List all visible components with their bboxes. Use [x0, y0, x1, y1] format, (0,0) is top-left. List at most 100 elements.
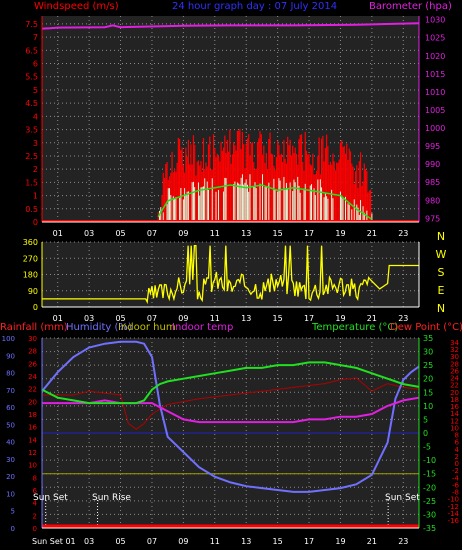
dew-tick-label: 0 [455, 460, 459, 468]
rainfall-label: Rainfall (mm) [0, 322, 68, 333]
wind-plot-area [42, 16, 419, 222]
windspeed-label: Windspeed (m/s) [34, 1, 119, 12]
dew-tick-label: 34 [450, 339, 459, 347]
y-right-tick-label: 980 [425, 196, 440, 205]
humidity-tick-label: 80 [6, 370, 15, 378]
temp-tick-label: 30 [423, 348, 433, 357]
temp-tick-label: 25 [423, 361, 433, 370]
y-tick-label: 270 [23, 254, 38, 263]
x-tick-label: 23 [398, 314, 408, 323]
indoor-hum-label: Indoor hum [118, 322, 176, 333]
indoor-temp-line [42, 396, 420, 424]
y-tick-label: 180 [23, 271, 38, 280]
temp-tick-label: 5 [423, 415, 428, 424]
rain-tick-label: 14 [28, 436, 37, 444]
rain-tick-label: 10 [28, 462, 37, 470]
temp-tick-label: -35 [423, 524, 436, 533]
sun-set-label: Sun Set [33, 493, 68, 503]
x-tick-label: 19 [335, 537, 345, 546]
y-tick-label: 5 [33, 86, 38, 95]
x-tick-label: 13 [241, 314, 251, 323]
temp-tick-label: -10 [423, 456, 436, 465]
y-right-tick-label: 990 [425, 160, 440, 169]
x-tick-label: 05 [115, 537, 125, 546]
rain-tick-label: 0 [33, 525, 37, 533]
x-tick-label: 21 [367, 314, 377, 323]
y-right-tick-label: 975 [425, 214, 440, 223]
dew-point-label: Dew Point (°C) [390, 322, 462, 333]
x-tick-label: 19 [335, 314, 345, 323]
temp-tick-label: -25 [423, 497, 436, 506]
temp-tick-label: -15 [423, 470, 436, 479]
x-tick-label: 09 [178, 537, 188, 546]
y-right-tick-label: 1025 [425, 34, 445, 43]
barometer-label: Barometer (hpa) [369, 1, 452, 12]
dew-tick-label: -16 [448, 517, 460, 525]
y-tick-label: 0 [33, 303, 38, 312]
humidity-tick-label: 60 [6, 404, 15, 412]
sun-set-end-label: Sun Set [385, 493, 420, 503]
temp-series [41, 340, 420, 528]
x-tick-label: 17 [304, 314, 314, 323]
dew-tick-label: -10 [448, 496, 459, 504]
x-tick-label: 19 [335, 229, 345, 238]
rain-tick-label: 26 [28, 360, 37, 368]
temp-tick-label: 20 [423, 375, 433, 384]
temp-hum-chart: Rainfall (mm) Humidity (%) Indoor hum In… [0, 322, 462, 546]
dew-tick-label: -8 [452, 489, 459, 497]
dew-tick-label: 24 [450, 375, 459, 383]
temperature-line [41, 361, 420, 405]
wind-average-line [157, 184, 373, 221]
temp-tick-label: 35 [423, 334, 433, 343]
y-right-tick-label: 1010 [425, 88, 445, 97]
x-tick-label: 09 [178, 314, 188, 323]
x-tick-label: 23 [398, 537, 408, 546]
temp-tick-label: 15 [423, 388, 433, 397]
x-tick-label: 09 [178, 229, 188, 238]
x-tick-label: 11 [210, 537, 220, 546]
humidity-tick-label: 10 [6, 490, 15, 498]
dew-tick-label: 20 [450, 389, 459, 397]
rain-tick-label: 20 [28, 398, 37, 406]
x-tick-label: 01 [53, 314, 63, 323]
y-tick-label: 7 [33, 33, 38, 42]
wind-direction-line [42, 244, 419, 305]
y-right-tick-label: 1015 [425, 70, 445, 79]
x-tick-label: 01 [53, 229, 63, 238]
pressure-line [41, 22, 420, 30]
y-tick-label: 1 [33, 192, 38, 201]
y-tick-label: 1.5 [25, 178, 38, 187]
temp-tick-label: -5 [423, 443, 431, 452]
x-tick-label: 03 [84, 537, 94, 546]
dew-tick-label: 22 [450, 382, 459, 390]
dew-tick-label: 4 [455, 446, 460, 454]
compass-letter: N [437, 230, 445, 243]
y-tick-label: 3 [33, 139, 38, 148]
dew-tick-label: -14 [448, 510, 460, 518]
compass-letter: S [438, 266, 445, 279]
dir-series [42, 244, 419, 305]
y-tick-label: 0 [33, 218, 38, 227]
temp-tick-label: 0 [423, 429, 428, 438]
humidity-label: Humidity (%) [66, 322, 132, 333]
y-tick-label: 4 [33, 112, 38, 121]
rain-tick-label: 30 [28, 335, 37, 343]
compass-letter: N [437, 302, 445, 315]
sun-rise-label: Sun Rise [92, 493, 131, 503]
dew-tick-label: 6 [455, 439, 460, 447]
humidity-tick-label: 50 [6, 421, 15, 429]
x-tick-label: 17 [304, 229, 314, 238]
dew-tick-label: -12 [448, 503, 459, 511]
humidity-tick-label: 5 [11, 508, 15, 516]
x-tick-label: Sun Set 01 [32, 537, 76, 546]
x-tick-label: 11 [210, 229, 220, 238]
y-tick-label: 5.5 [25, 73, 38, 82]
y-tick-label: 6.5 [25, 46, 38, 55]
dew-tick-label: 32 [450, 346, 459, 354]
humidity-tick-label: 70 [6, 387, 15, 395]
x-tick-label: 05 [115, 314, 125, 323]
y-tick-label: 4.5 [25, 99, 38, 108]
temp-tick-label: -30 [423, 510, 436, 519]
